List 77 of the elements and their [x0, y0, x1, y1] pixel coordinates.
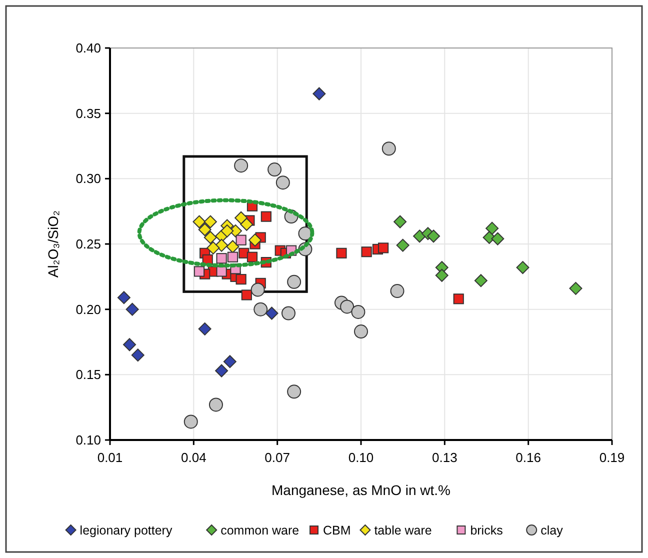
point: [184, 414, 198, 429]
point: [236, 234, 246, 246]
point: [281, 306, 296, 320]
legend-label: CBM: [323, 524, 351, 538]
point: [240, 218, 254, 231]
point: [223, 355, 236, 368]
point: [382, 142, 396, 156]
point: [208, 398, 223, 412]
point: [234, 158, 248, 173]
y-tick-label: 0.20: [76, 302, 101, 317]
point: [216, 253, 227, 264]
point: [265, 306, 278, 320]
point: [340, 300, 354, 314]
point: [204, 215, 217, 228]
point: [204, 230, 217, 244]
legend-label: common ware: [220, 524, 300, 538]
x-tick-label: 0.07: [264, 450, 290, 465]
point: [250, 282, 265, 297]
point: [361, 246, 372, 258]
x-tick-label: 0.16: [516, 450, 541, 465]
x-tick-label: 0.01: [97, 450, 123, 465]
x-tick-label: 0.13: [432, 450, 458, 465]
y-tick-label: 0.30: [76, 171, 101, 186]
point: [220, 224, 234, 238]
point: [287, 384, 302, 399]
point: [378, 242, 389, 254]
point: [246, 252, 258, 262]
point: [198, 223, 212, 236]
legend-label: bricks: [470, 524, 503, 538]
point: [453, 294, 464, 304]
point: [354, 324, 368, 339]
point: [486, 222, 499, 235]
y-tick-label: 0.40: [76, 40, 101, 56]
point: [194, 266, 205, 277]
point: [131, 348, 144, 362]
point: [474, 274, 488, 288]
point: [394, 215, 407, 228]
point: [276, 176, 290, 190]
legend-label: table ware: [374, 524, 432, 538]
point: [351, 304, 366, 319]
point: [312, 87, 326, 100]
legend-label: clay: [540, 524, 564, 538]
point: [254, 302, 268, 316]
y-tick-label: 0.15: [76, 367, 101, 382]
y-axis-title: Al₂O₃/SiO₂: [45, 210, 61, 278]
point: [123, 338, 136, 352]
y-tick-label: 0.35: [76, 106, 101, 121]
point: [336, 248, 347, 258]
point: [192, 215, 206, 228]
legend-label: legionary pottery: [80, 524, 173, 538]
point: [287, 274, 302, 289]
x-axis-title: Manganese, as MnO in wt.%: [272, 482, 450, 498]
point: [234, 211, 248, 224]
point: [569, 282, 582, 295]
x-tick-label: 0.10: [348, 450, 374, 465]
point: [390, 284, 404, 298]
point: [215, 364, 228, 378]
point: [427, 230, 440, 243]
point: [516, 261, 530, 274]
point: [268, 162, 282, 177]
x-tick-label: 0.19: [599, 450, 625, 465]
point: [260, 211, 272, 222]
point: [117, 291, 130, 304]
point: [396, 238, 410, 252]
y-tick-label: 0.25: [76, 236, 101, 252]
point: [241, 290, 252, 300]
point: [206, 241, 220, 254]
point: [198, 322, 212, 336]
point: [226, 240, 240, 254]
x-tick-label: 0.04: [181, 450, 206, 465]
point: [227, 252, 238, 262]
point: [248, 234, 262, 247]
point: [435, 268, 448, 282]
point: [491, 232, 504, 246]
y-tick-label: 0.10: [76, 432, 101, 448]
point: [126, 302, 139, 316]
point: [236, 274, 246, 285]
